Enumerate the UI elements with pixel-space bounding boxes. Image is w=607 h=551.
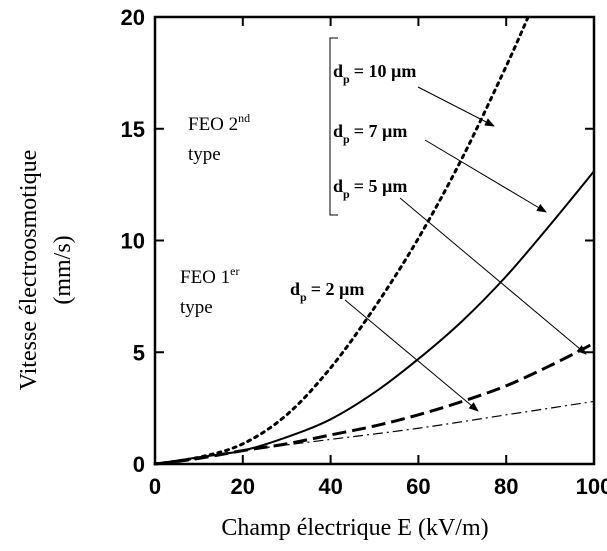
- x-axis-title: Champ électrique E (kV/m): [221, 515, 488, 541]
- x-tick-label: 0: [149, 474, 161, 499]
- series-line-3: [154, 400, 595, 465]
- y-tick-label: 15: [121, 117, 145, 142]
- x-tick-label: 100: [576, 474, 607, 499]
- series-line-2: [154, 341, 595, 466]
- arrow-dp-10: [417, 86, 495, 127]
- x-tick-label: 20: [231, 474, 255, 499]
- feo-2nd-type-word: type: [188, 144, 221, 165]
- label-dp-10: dp = 10 µm: [333, 61, 416, 86]
- x-tick-label: 60: [406, 474, 430, 499]
- x-tick-label: 80: [494, 474, 518, 499]
- plot-border: [153, 15, 596, 466]
- y-axis-title-line1: Vitesse électroosmotique: [16, 150, 42, 391]
- feo-1st-type-label: FEO 1er: [180, 264, 239, 288]
- x-tick-label: 40: [318, 474, 342, 499]
- series-line-0: [153, 15, 530, 466]
- label-dp-5: dp = 5 µm: [333, 176, 407, 201]
- y-tick-label: 5: [133, 340, 145, 365]
- arrow-dp-5: [399, 197, 587, 355]
- legend-bracket: [329, 37, 338, 216]
- y-tick-label: 20: [121, 5, 145, 30]
- arrow-dp-2: [344, 299, 479, 412]
- label-dp-7: dp = 7 µm: [333, 121, 407, 146]
- feo-2nd-type-label: FEO 2nd: [188, 111, 250, 135]
- series-line-1: [154, 170, 595, 465]
- y-tick-label: 10: [121, 229, 145, 254]
- plot-frame: [153, 15, 596, 466]
- feo-1st-type-word: type: [180, 297, 213, 318]
- y-axis-title-line2: (mm/s): [50, 235, 76, 304]
- arrow-dp-7: [424, 139, 547, 213]
- label-dp-2: dp = 2 µm: [290, 279, 364, 304]
- series-layer: [153, 15, 595, 466]
- axis-ticks: 0 20 40 60 80 100 0 5 10 15 20: [121, 5, 607, 499]
- annotation-arrows: [344, 86, 587, 412]
- y-tick-label: 0: [133, 452, 145, 477]
